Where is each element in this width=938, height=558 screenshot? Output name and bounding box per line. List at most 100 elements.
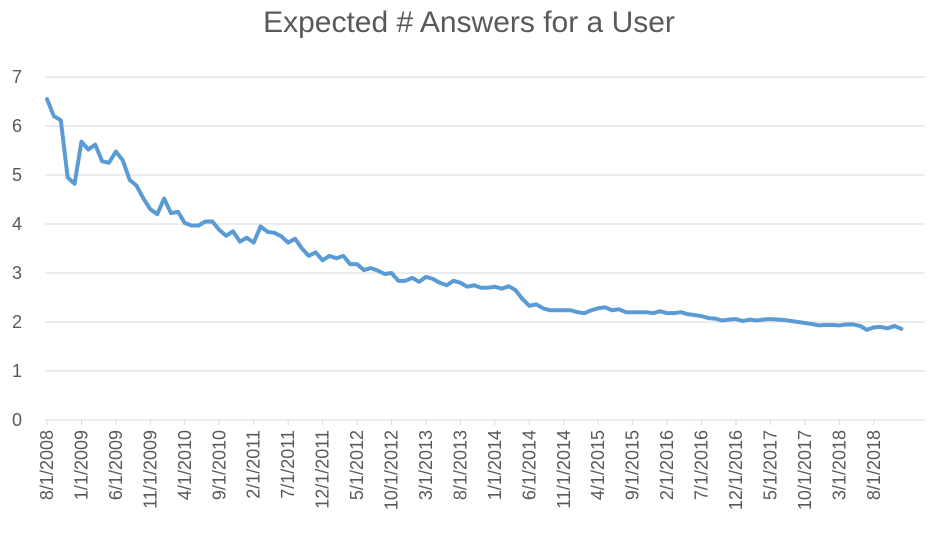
data-point (239, 241, 241, 243)
data-point (487, 287, 489, 289)
data-point (177, 211, 179, 213)
data-point (439, 282, 441, 284)
data-point (315, 251, 317, 253)
x-tick-label: 4/1/2015 (588, 430, 608, 500)
data-point (480, 287, 482, 289)
data-point (521, 298, 523, 300)
data-point (831, 324, 833, 326)
data-point (356, 263, 358, 265)
data-point (604, 306, 606, 308)
data-point (769, 318, 771, 320)
x-tick-label: 10/1/2017 (795, 430, 815, 510)
data-point (632, 311, 634, 313)
x-axis (45, 419, 925, 425)
data-point (184, 222, 186, 224)
data-point (87, 149, 89, 151)
x-tick-label: 10/1/2012 (382, 430, 402, 510)
data-point (453, 280, 455, 282)
data-point (742, 320, 744, 322)
data-point (804, 322, 806, 324)
x-tick-label: 1/1/2014 (485, 430, 505, 500)
data-point (756, 320, 758, 322)
data-point (204, 221, 206, 223)
data-point (535, 303, 537, 305)
data-point (811, 323, 813, 325)
data-point (508, 285, 510, 287)
data-point (845, 323, 847, 325)
data-point (108, 162, 110, 164)
x-tick-label: 8/1/2018 (864, 430, 884, 500)
x-tick-label: 5/1/2017 (760, 430, 780, 500)
data-point (425, 276, 427, 278)
data-point (122, 159, 124, 161)
data-point (253, 242, 255, 244)
data-point (900, 328, 902, 330)
data-point (494, 286, 496, 288)
x-tick-label: 9/1/2010 (209, 430, 229, 500)
data-point (873, 326, 875, 328)
data-point (776, 319, 778, 321)
data-point (763, 319, 765, 321)
x-tick-label: 8/1/2008 (37, 430, 57, 500)
data-point (384, 273, 386, 275)
series-line (45, 97, 904, 332)
data-point (377, 270, 379, 272)
data-point (542, 307, 544, 309)
gridlines (45, 76, 925, 372)
data-point (218, 229, 220, 231)
data-point (618, 308, 620, 310)
x-tick-label: 7/1/2011 (278, 430, 298, 499)
data-point (652, 312, 654, 314)
data-point (728, 319, 730, 321)
data-point (335, 257, 337, 259)
data-point (198, 224, 200, 226)
data-point (866, 329, 868, 331)
x-tick-label: 4/1/2010 (175, 430, 195, 500)
data-point (308, 255, 310, 257)
data-point (501, 288, 503, 290)
data-point (349, 263, 351, 265)
data-point (60, 119, 62, 121)
data-point (887, 327, 889, 329)
data-point (363, 269, 365, 271)
data-point (322, 259, 324, 261)
data-point (328, 255, 330, 257)
data-point (411, 277, 413, 279)
data-point (370, 267, 372, 269)
data-point (294, 238, 296, 240)
data-point (528, 305, 530, 307)
data-point (735, 318, 737, 320)
x-tick-label: 6/1/2014 (519, 430, 539, 500)
data-point (721, 320, 723, 322)
data-point (597, 307, 599, 309)
data-point (280, 235, 282, 237)
data-point (225, 235, 227, 237)
data-point (549, 309, 551, 311)
data-point (459, 282, 461, 284)
data-point (645, 311, 647, 313)
data-point (783, 319, 785, 321)
data-point (266, 231, 268, 233)
data-point (246, 237, 248, 239)
y-tick-label: 0 (12, 410, 22, 430)
data-point (115, 150, 117, 152)
x-tick-label: 9/1/2015 (623, 430, 643, 500)
data-point (301, 248, 303, 249)
data-point (563, 309, 565, 311)
data-point (707, 317, 709, 319)
data-point (391, 272, 392, 274)
data-point (611, 309, 613, 311)
data-point (687, 313, 689, 315)
x-tick-label: 7/1/2016 (692, 430, 712, 500)
data-point (797, 321, 799, 323)
data-point (170, 212, 172, 214)
data-point (260, 225, 262, 227)
data-point (94, 144, 96, 146)
data-point (287, 242, 289, 244)
data-point (639, 311, 641, 313)
x-axis-ticks: 8/1/2008 1/1/2009 6/1/2009 11/1/2009 4/1/201… (37, 430, 884, 510)
y-tick-label: 1 (12, 361, 22, 381)
data-point (825, 324, 827, 326)
y-tick-label: 5 (12, 165, 22, 185)
